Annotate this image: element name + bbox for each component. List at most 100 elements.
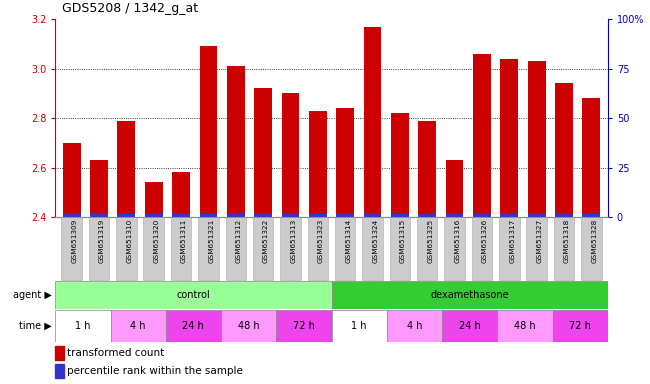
Bar bbox=[118, 121, 135, 217]
FancyBboxPatch shape bbox=[332, 281, 608, 309]
Text: GSM651312: GSM651312 bbox=[236, 219, 242, 263]
Text: GSM651326: GSM651326 bbox=[482, 219, 488, 263]
FancyBboxPatch shape bbox=[226, 217, 246, 280]
Bar bbox=[118, 213, 135, 217]
FancyBboxPatch shape bbox=[253, 217, 274, 280]
Text: GSM651315: GSM651315 bbox=[400, 219, 406, 263]
Bar bbox=[309, 111, 327, 217]
Text: GSM651321: GSM651321 bbox=[209, 219, 214, 263]
Bar bbox=[90, 213, 108, 217]
FancyBboxPatch shape bbox=[55, 281, 332, 309]
Bar bbox=[363, 26, 382, 217]
FancyBboxPatch shape bbox=[499, 217, 519, 280]
Bar bbox=[473, 54, 491, 217]
Text: GSM651323: GSM651323 bbox=[318, 219, 324, 263]
Text: 48 h: 48 h bbox=[238, 321, 259, 331]
Text: GSM651309: GSM651309 bbox=[72, 219, 77, 263]
Bar bbox=[336, 108, 354, 217]
FancyBboxPatch shape bbox=[445, 217, 465, 280]
Text: agent ▶: agent ▶ bbox=[13, 290, 52, 300]
Bar bbox=[227, 66, 244, 217]
Bar bbox=[281, 213, 300, 217]
Text: GSM651314: GSM651314 bbox=[345, 219, 351, 263]
Text: GSM651316: GSM651316 bbox=[454, 219, 461, 263]
Bar bbox=[446, 213, 463, 217]
Text: GSM651324: GSM651324 bbox=[372, 219, 378, 263]
FancyBboxPatch shape bbox=[144, 217, 164, 280]
Text: GSM651317: GSM651317 bbox=[510, 219, 515, 263]
FancyBboxPatch shape bbox=[497, 310, 552, 342]
Bar bbox=[500, 213, 518, 217]
Bar bbox=[391, 113, 409, 217]
FancyBboxPatch shape bbox=[581, 217, 602, 280]
Bar bbox=[419, 121, 436, 217]
Text: GSM651310: GSM651310 bbox=[126, 219, 133, 263]
Bar bbox=[254, 213, 272, 217]
Bar bbox=[55, 364, 64, 378]
FancyBboxPatch shape bbox=[111, 310, 166, 342]
Text: percentile rank within the sample: percentile rank within the sample bbox=[67, 366, 242, 376]
Bar bbox=[145, 213, 162, 217]
FancyBboxPatch shape bbox=[61, 217, 82, 280]
Text: GSM651319: GSM651319 bbox=[99, 219, 105, 263]
Text: dexamethasone: dexamethasone bbox=[430, 290, 509, 300]
FancyBboxPatch shape bbox=[307, 217, 328, 280]
Bar bbox=[528, 213, 545, 217]
FancyBboxPatch shape bbox=[554, 217, 574, 280]
Bar bbox=[90, 160, 108, 217]
Bar bbox=[391, 213, 409, 217]
Bar bbox=[145, 182, 162, 217]
FancyBboxPatch shape bbox=[472, 217, 492, 280]
Text: GSM651325: GSM651325 bbox=[427, 219, 434, 263]
Bar bbox=[172, 172, 190, 217]
FancyBboxPatch shape bbox=[387, 310, 442, 342]
Bar bbox=[55, 346, 64, 360]
FancyBboxPatch shape bbox=[198, 217, 218, 280]
Text: 4 h: 4 h bbox=[407, 321, 422, 331]
Text: 1 h: 1 h bbox=[75, 321, 90, 331]
Bar bbox=[528, 61, 545, 217]
FancyBboxPatch shape bbox=[89, 217, 109, 280]
Text: GSM651328: GSM651328 bbox=[592, 219, 597, 263]
Bar bbox=[200, 213, 217, 217]
FancyBboxPatch shape bbox=[276, 310, 332, 342]
FancyBboxPatch shape bbox=[552, 310, 608, 342]
Text: time ▶: time ▶ bbox=[20, 321, 52, 331]
Text: 72 h: 72 h bbox=[569, 321, 591, 331]
Text: GSM651318: GSM651318 bbox=[564, 219, 570, 263]
Text: GDS5208 / 1342_g_at: GDS5208 / 1342_g_at bbox=[62, 2, 198, 15]
Text: 1 h: 1 h bbox=[352, 321, 367, 331]
FancyBboxPatch shape bbox=[335, 217, 356, 280]
Text: GSM651327: GSM651327 bbox=[537, 219, 543, 263]
Bar bbox=[281, 93, 300, 217]
FancyBboxPatch shape bbox=[221, 310, 276, 342]
FancyBboxPatch shape bbox=[171, 217, 191, 280]
Text: 48 h: 48 h bbox=[514, 321, 536, 331]
FancyBboxPatch shape bbox=[116, 217, 136, 280]
Bar bbox=[582, 213, 600, 217]
Text: GSM651320: GSM651320 bbox=[153, 219, 160, 263]
Text: 4 h: 4 h bbox=[131, 321, 146, 331]
FancyBboxPatch shape bbox=[389, 217, 410, 280]
Bar bbox=[200, 46, 217, 217]
Text: transformed count: transformed count bbox=[67, 348, 164, 358]
Text: 72 h: 72 h bbox=[293, 321, 315, 331]
Bar bbox=[582, 98, 600, 217]
Bar bbox=[363, 213, 382, 217]
Bar bbox=[500, 59, 518, 217]
Bar bbox=[227, 213, 244, 217]
Text: 24 h: 24 h bbox=[183, 321, 204, 331]
Bar bbox=[309, 213, 327, 217]
FancyBboxPatch shape bbox=[442, 310, 497, 342]
Bar bbox=[419, 213, 436, 217]
Bar bbox=[63, 143, 81, 217]
Bar bbox=[473, 213, 491, 217]
FancyBboxPatch shape bbox=[280, 217, 301, 280]
FancyBboxPatch shape bbox=[526, 217, 547, 280]
Text: GSM651313: GSM651313 bbox=[291, 219, 296, 263]
FancyBboxPatch shape bbox=[166, 310, 221, 342]
Text: GSM651322: GSM651322 bbox=[263, 219, 269, 263]
FancyBboxPatch shape bbox=[332, 310, 387, 342]
Bar bbox=[63, 213, 81, 217]
Text: GSM651311: GSM651311 bbox=[181, 219, 187, 263]
